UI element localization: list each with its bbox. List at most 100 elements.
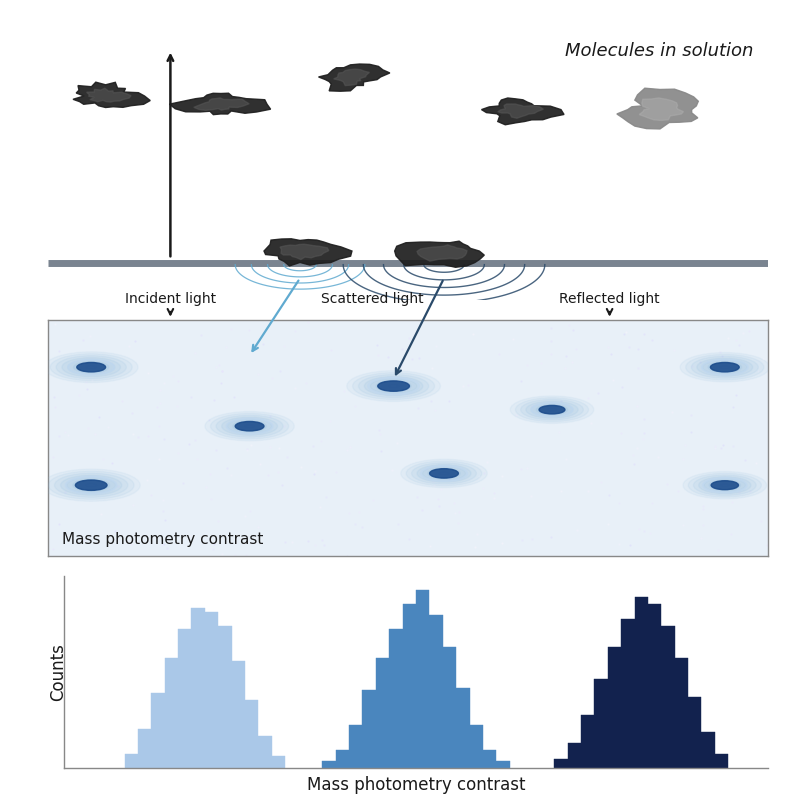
Bar [191,608,205,768]
X-axis label: Mass photometry contrast: Mass photometry contrast [306,776,526,794]
Circle shape [686,354,764,380]
Circle shape [50,354,132,381]
Bar [688,697,702,768]
Polygon shape [170,94,270,114]
Bar [648,605,662,768]
Circle shape [74,362,109,373]
Bar [442,647,456,768]
Circle shape [539,406,565,414]
Circle shape [711,481,738,490]
Circle shape [42,469,140,502]
Circle shape [61,475,122,495]
Text: Reflected light: Reflected light [559,292,660,306]
Bar [674,658,688,768]
Bar [125,754,138,768]
Circle shape [719,366,730,369]
Bar [402,605,416,768]
Bar [554,759,568,768]
Circle shape [709,480,741,490]
Circle shape [353,373,434,399]
Circle shape [79,481,103,490]
Bar [662,626,674,768]
Bar [376,658,390,768]
Circle shape [536,405,568,415]
Circle shape [235,422,264,431]
Circle shape [542,406,562,413]
Circle shape [216,415,283,437]
Circle shape [515,398,589,422]
Circle shape [233,421,266,432]
Circle shape [531,403,573,417]
Circle shape [401,459,487,487]
Circle shape [56,356,126,378]
Bar [390,630,402,768]
Circle shape [370,378,417,394]
Circle shape [66,477,116,494]
Circle shape [222,417,278,435]
Circle shape [438,472,450,475]
Circle shape [75,480,107,490]
Bar [608,647,622,768]
Circle shape [683,471,766,499]
Circle shape [54,473,128,498]
Circle shape [79,363,103,371]
Bar [470,726,483,768]
Polygon shape [194,98,249,110]
Circle shape [44,352,138,382]
Circle shape [708,362,742,373]
Circle shape [382,382,406,390]
Bar [456,688,470,768]
Bar [151,694,165,768]
Circle shape [358,374,429,398]
Circle shape [68,359,114,375]
Circle shape [546,408,558,411]
Bar [483,750,496,768]
Circle shape [694,475,756,495]
Bar [496,761,510,768]
Circle shape [406,461,482,486]
Circle shape [680,353,770,382]
Circle shape [417,465,471,482]
Circle shape [210,414,289,439]
Bar [218,626,231,768]
Circle shape [388,384,399,388]
Bar [245,701,258,768]
Polygon shape [617,88,698,129]
Circle shape [697,358,753,376]
Polygon shape [498,104,543,118]
Text: Scattered light: Scattered light [321,292,423,306]
Circle shape [526,401,578,418]
Polygon shape [73,82,150,107]
Circle shape [430,469,458,478]
Circle shape [85,483,98,487]
Bar [702,733,715,768]
Circle shape [364,377,423,396]
Bar [568,743,581,768]
Circle shape [86,366,97,369]
Bar [362,690,376,768]
Polygon shape [318,64,390,91]
Circle shape [73,479,110,491]
Circle shape [48,471,134,499]
Text: Molecules in solution: Molecules in solution [566,42,754,59]
Bar [336,750,349,768]
Circle shape [704,478,746,492]
Bar [634,598,648,768]
Bar [205,611,218,768]
Bar [258,736,272,768]
Bar [138,729,151,768]
Y-axis label: Counts: Counts [50,643,67,701]
Circle shape [698,477,751,494]
Circle shape [412,462,477,484]
Text: Incident light: Incident light [125,292,216,306]
Circle shape [77,362,106,372]
Bar [581,714,594,768]
Circle shape [691,356,758,378]
Bar [165,658,178,768]
Bar [594,679,608,768]
Bar [231,662,245,768]
Polygon shape [394,241,484,267]
Circle shape [238,422,261,430]
Polygon shape [86,88,131,102]
Circle shape [227,419,272,434]
